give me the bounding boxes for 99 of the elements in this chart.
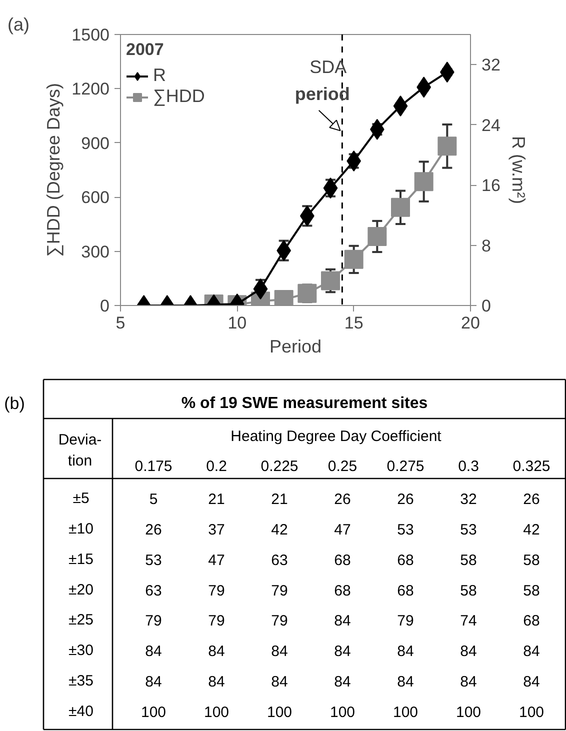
data-label: 79 (271, 582, 288, 600)
data-label: 63 (271, 552, 288, 569)
chart-title: % of 19 SWE measurement sites (181, 395, 428, 412)
data-label: 32 (460, 491, 477, 508)
data-label: 84 (460, 643, 477, 660)
x-axis-title: Heating Degree Day Coefficient (230, 428, 442, 445)
text: (a) (8, 14, 30, 34)
y-axis-title: Devia- tion (58, 431, 102, 470)
y-tick-label: ±40 (68, 703, 94, 720)
data-label: 53 (460, 521, 477, 538)
data-label: 79 (208, 582, 225, 600)
x-axis-title: Period (269, 336, 322, 356)
data-label: 26 (334, 491, 351, 508)
data-label: 58 (460, 552, 477, 569)
y2-tick-label: 0 (482, 296, 491, 316)
x-tick-label: 20 (461, 314, 480, 332)
data-label: 100 (140, 704, 166, 721)
y-tick-label: 1200 (72, 80, 110, 99)
data-label: 21 (208, 491, 225, 508)
x-tick-label: 0.25 (328, 458, 358, 475)
data-label: 68 (523, 612, 540, 630)
x-tick-label: 0.225 (260, 458, 298, 475)
y-tick-label: ±5 (72, 490, 90, 507)
x-tick-label: 10 (228, 314, 247, 332)
legend-title: 2007 (126, 40, 165, 60)
y-tick-label: 600 (81, 188, 110, 208)
data-label: 84 (208, 674, 225, 691)
y-tick-label: ±30 (68, 642, 94, 660)
data-label: 58 (460, 582, 477, 600)
data-label: 79 (208, 612, 225, 630)
data-label: 84 (523, 643, 540, 660)
data-label: 100 (518, 704, 544, 721)
data-label: 68 (397, 582, 414, 600)
y-tick-label: 900 (81, 134, 110, 153)
data-label: 68 (334, 552, 351, 569)
x-tick-label: 0.275 (386, 458, 424, 475)
y-tick-label: ±20 (68, 581, 94, 598)
legend-label: ∑HDD (153, 86, 205, 107)
data-label: 58 (523, 582, 540, 600)
data-label: 100 (392, 704, 418, 721)
data-label: 84 (271, 643, 288, 660)
data-label: 100 (456, 704, 482, 721)
annotation: period (294, 84, 350, 104)
data-label: 53 (397, 521, 414, 538)
data-label: 63 (145, 582, 162, 600)
y-tick-label: ±25 (68, 612, 94, 629)
y-tick-label: 1500 (72, 26, 110, 44)
data-label: 37 (208, 521, 225, 538)
y-tick-label: 300 (81, 242, 110, 262)
legend-label: R (153, 65, 167, 86)
data-label: 47 (334, 521, 351, 538)
data-label: 53 (145, 552, 162, 569)
data-label: 58 (523, 552, 540, 569)
y-tick-label: ±35 (68, 672, 94, 690)
data-label: 26 (397, 491, 414, 508)
data-label: 79 (271, 612, 288, 630)
data-label: 84 (334, 643, 351, 660)
data-label: 68 (397, 552, 414, 569)
data-label: 100 (266, 704, 292, 721)
data-label: 84 (397, 674, 414, 691)
y-axis-title: ∑HDD (Degree Days) (44, 83, 64, 257)
data-label: 100 (204, 704, 230, 721)
data-label: 42 (271, 521, 288, 538)
data-label: 84 (145, 674, 162, 691)
data-label: 42 (523, 521, 540, 538)
data-label: 74 (460, 612, 477, 630)
x-tick-label: 0.3 (458, 458, 479, 475)
data-label: 84 (397, 643, 414, 660)
y2-tick-label: 24 (482, 116, 500, 135)
y2-tick-label: 32 (482, 56, 500, 75)
x-tick-label: 5 (116, 314, 126, 332)
data-label: 21 (271, 491, 288, 508)
data-label: 84 (460, 674, 477, 691)
data-label: 84 (523, 674, 540, 691)
x-tick-label: 0.175 (134, 458, 172, 475)
data-label: 84 (271, 674, 288, 691)
data-label: 26 (523, 491, 540, 508)
data-label: 68 (334, 582, 351, 600)
data-label: 79 (145, 612, 162, 630)
data-label: 79 (397, 612, 414, 630)
x-tick-label: 0.325 (512, 458, 550, 475)
data-label: 84 (208, 643, 225, 660)
y2-tick-label: 8 (482, 236, 491, 256)
y2-tick-label: 16 (482, 176, 500, 196)
y-tick-label: ±10 (68, 520, 94, 538)
y2-axis-title: R (w.m²) (508, 136, 528, 204)
data-label: 84 (334, 612, 351, 630)
data-label: 84 (145, 643, 162, 660)
y-tick-label: ±15 (68, 550, 94, 568)
data-label: 84 (334, 674, 351, 691)
data-label: 26 (145, 521, 162, 538)
data-label: 47 (208, 552, 225, 569)
y-tick-label: 0 (100, 296, 110, 316)
text: (b) (4, 394, 25, 413)
x-tick-label: 15 (344, 314, 364, 332)
annotation: SDA (310, 57, 347, 78)
x-tick-label: 0.2 (206, 458, 227, 475)
data-label: 5 (149, 491, 158, 508)
data-label: 100 (330, 704, 356, 721)
